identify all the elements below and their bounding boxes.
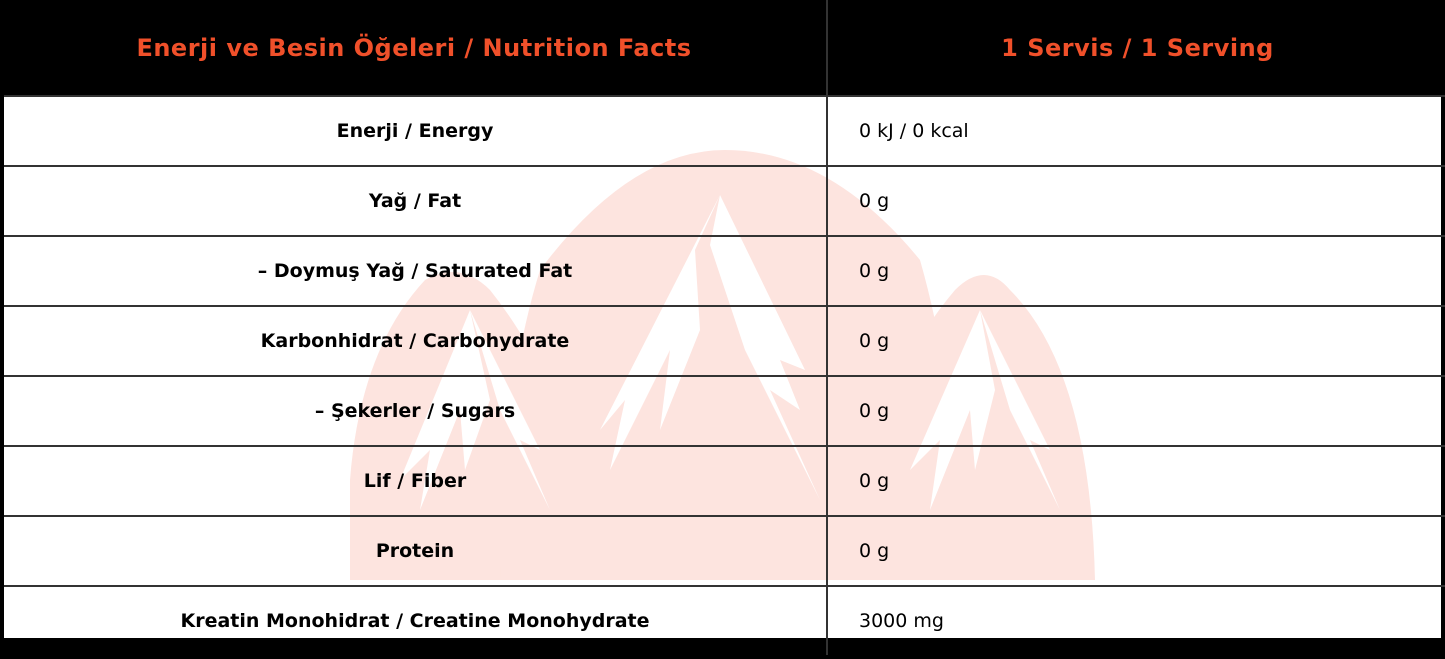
table-row: Kreatin Monohidrat / Creatine Monohydrat… <box>0 585 1445 659</box>
row-label: Lif / Fiber <box>0 445 828 516</box>
row-value: 0 g <box>827 305 1445 376</box>
table-row: – Şekerler / Sugars 0 g <box>0 375 1445 446</box>
row-value: 0 g <box>827 445 1445 516</box>
row-value: 0 g <box>827 515 1445 586</box>
row-label: – Doymuş Yağ / Saturated Fat <box>0 235 828 306</box>
row-value: 3000 mg <box>827 585 1445 659</box>
row-value: 0 g <box>827 235 1445 306</box>
table-row: Lif / Fiber 0 g <box>0 445 1445 516</box>
table-row: Karbonhidrat / Carbohydrate 0 g <box>0 305 1445 376</box>
header-nutrition-facts: Enerji ve Besin Öğeleri / Nutrition Fact… <box>2 0 828 96</box>
row-label: – Şekerler / Sugars <box>0 375 828 446</box>
row-label: Enerji / Energy <box>0 95 828 166</box>
row-label: Yağ / Fat <box>0 165 828 236</box>
table-row: Yağ / Fat 0 g <box>0 165 1445 236</box>
table-row: – Doymuş Yağ / Saturated Fat 0 g <box>0 235 1445 306</box>
header-serving: 1 Servis / 1 Serving <box>827 0 1445 96</box>
row-label: Protein <box>0 515 828 586</box>
header-row: Enerji ve Besin Öğeleri / Nutrition Fact… <box>2 0 1445 96</box>
row-value: 0 g <box>827 165 1445 236</box>
table-row: Protein 0 g <box>0 515 1445 586</box>
row-value: 0 g <box>827 375 1445 446</box>
row-label: Kreatin Monohidrat / Creatine Monohydrat… <box>0 585 828 659</box>
table-row: Enerji / Energy 0 kJ / 0 kcal <box>0 95 1445 166</box>
row-label: Karbonhidrat / Carbohydrate <box>0 305 828 376</box>
row-value: 0 kJ / 0 kcal <box>827 95 1445 166</box>
